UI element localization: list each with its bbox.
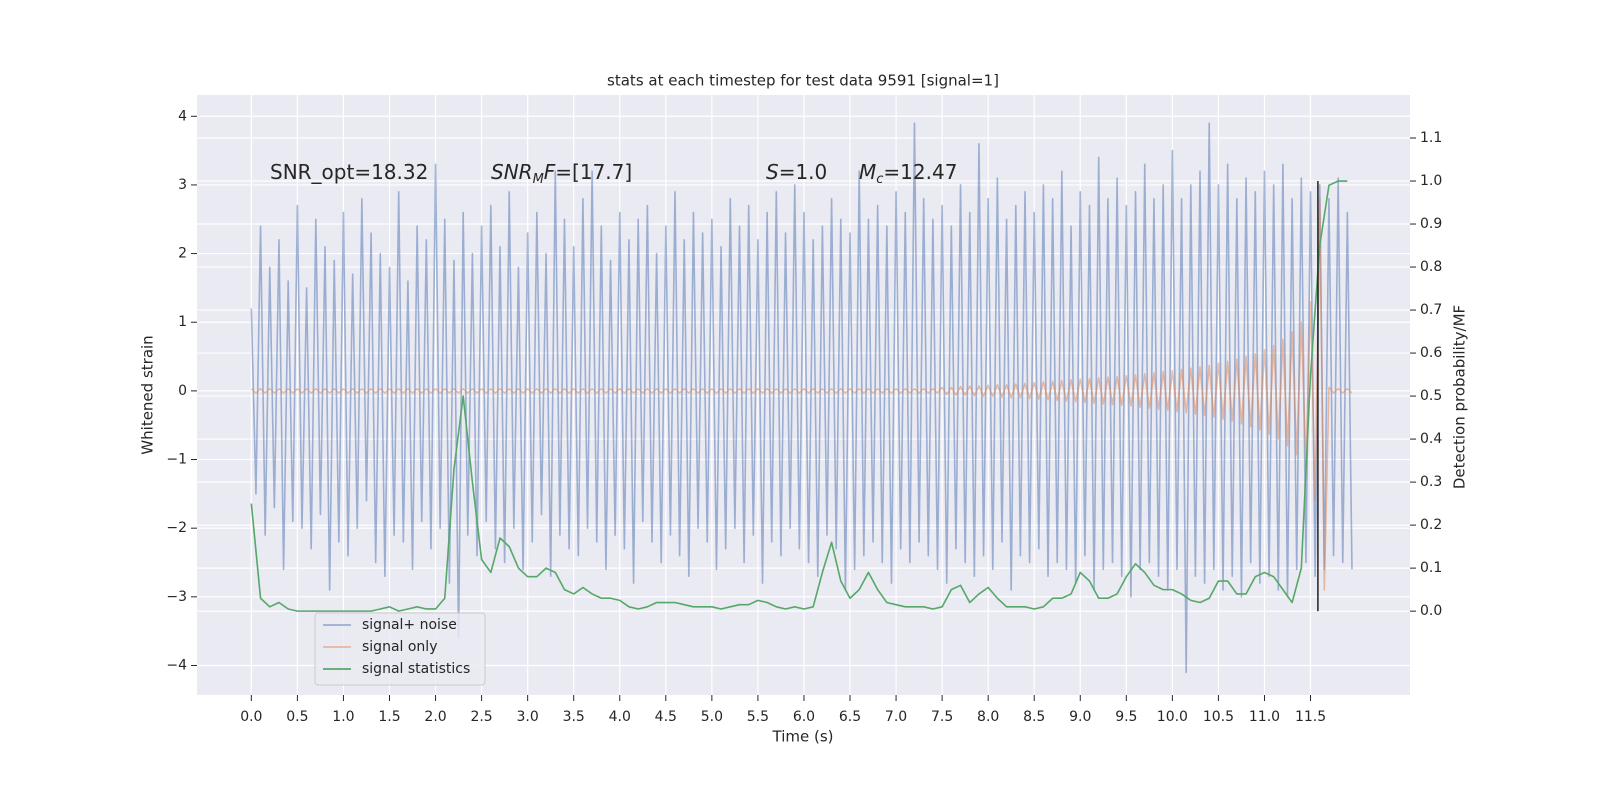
y2-tick-label: 0.5 bbox=[1420, 388, 1442, 404]
annotation-part: S bbox=[766, 160, 779, 184]
annotation-part: =1.0 bbox=[779, 160, 828, 184]
y2-tick-label: 0.6 bbox=[1420, 345, 1442, 361]
annotation: S=1.0 bbox=[766, 160, 827, 184]
annotation-part: SNR bbox=[491, 160, 533, 184]
y2-tick-label: 0.2 bbox=[1420, 517, 1442, 533]
y2-tick-label: 0.8 bbox=[1420, 259, 1442, 275]
y-axis-label: Whitened strain bbox=[139, 335, 157, 454]
series-line bbox=[250, 122, 1353, 674]
y2-tick-label: 0.1 bbox=[1420, 560, 1442, 576]
x-tick-label: 1.5 bbox=[378, 709, 400, 725]
x-tick-label: 9.0 bbox=[1069, 709, 1091, 725]
y2-tick-label: 0.9 bbox=[1420, 216, 1442, 232]
x-tick-label: 1.0 bbox=[332, 709, 354, 725]
x-tick-label: 5.5 bbox=[747, 709, 769, 725]
annotation-part: c bbox=[876, 172, 883, 187]
x-tick-label: 7.5 bbox=[931, 709, 953, 725]
y-tick-label: −4 bbox=[166, 657, 187, 673]
x-tick-label: 10.0 bbox=[1157, 709, 1188, 725]
x-axis-label: Time (s) bbox=[772, 728, 834, 746]
x-tick-label: 10.5 bbox=[1203, 709, 1234, 725]
x-tick-label: 7.0 bbox=[885, 709, 907, 725]
x-tick-label: 8.0 bbox=[977, 709, 999, 725]
x-tick-label: 2.0 bbox=[424, 709, 446, 725]
x-tick-label: 4.0 bbox=[609, 709, 631, 725]
y2-tick-label: 1.0 bbox=[1420, 173, 1442, 189]
x-tick-label: 0.5 bbox=[286, 709, 308, 725]
legend-label: signal statistics bbox=[362, 661, 470, 677]
x-tick-label: 6.5 bbox=[839, 709, 861, 725]
annotation-part: M bbox=[859, 160, 876, 184]
annotation: SNRMF=[17.7] bbox=[491, 160, 632, 187]
y-tick-label: 4 bbox=[178, 108, 187, 124]
y2-tick-label: 0.4 bbox=[1420, 431, 1442, 447]
annotations: SNR_opt=18.32 SNRMF=[17.7] S=1.0 Mc=12.47 bbox=[270, 160, 957, 187]
y2-tick-label: 0.0 bbox=[1420, 603, 1442, 619]
y-tick-label: 0 bbox=[178, 383, 187, 399]
legend: signal+ noise signal only signal statistic… bbox=[314, 612, 486, 686]
plot bbox=[250, 122, 1353, 674]
series-line bbox=[250, 180, 1348, 612]
y-tick-label: 3 bbox=[178, 177, 187, 193]
x-tick-label: 0.0 bbox=[240, 709, 262, 725]
y2-tick-label: 0.3 bbox=[1420, 474, 1442, 490]
y2-tick-label: 0.7 bbox=[1420, 302, 1442, 318]
x-tick-label: 3.5 bbox=[563, 709, 585, 725]
x-tick-label: 5.0 bbox=[701, 709, 723, 725]
legend-label: signal only bbox=[362, 639, 437, 655]
y-tick-label: −3 bbox=[166, 589, 187, 605]
x-tick-label: 11.5 bbox=[1295, 709, 1326, 725]
x-tick-label: 6.0 bbox=[793, 709, 815, 725]
annotation-part: M bbox=[533, 172, 544, 187]
annotation: Mc=12.47 bbox=[859, 160, 957, 187]
y-tick-label: 2 bbox=[178, 246, 187, 262]
x-tick-label: 9.5 bbox=[1115, 709, 1137, 725]
y-tick-label: −2 bbox=[166, 520, 187, 536]
legend-box bbox=[314, 612, 486, 686]
y-tick-label: 1 bbox=[178, 314, 187, 330]
y-tick-label: −1 bbox=[166, 452, 187, 468]
x-tick-label: 4.5 bbox=[655, 709, 677, 725]
legend-label: signal+ noise bbox=[362, 617, 457, 633]
annotation-part: F bbox=[544, 160, 556, 184]
chart-title: stats at each timestep for test data 959… bbox=[607, 72, 999, 90]
x-tick-label: 11.0 bbox=[1249, 709, 1280, 725]
y2-axis-label: Detection probability/MF bbox=[1451, 305, 1469, 489]
axes: 0.0 0.5 1.0 1.5 2.0 2.5 3.0 3.5 4.0 4.5 5.0 5.5 6.0 6… bbox=[166, 108, 1442, 725]
x-tick-label: 2.5 bbox=[470, 709, 492, 725]
series-line bbox=[250, 197, 1353, 591]
annotation-part: =12.47 bbox=[883, 160, 957, 184]
x-tick-label: 3.0 bbox=[517, 709, 539, 725]
annotation-part: =[17.7] bbox=[555, 160, 632, 184]
annotation: SNR_opt=18.32 bbox=[270, 160, 428, 184]
annotation-part: SNR_opt=18.32 bbox=[270, 160, 428, 184]
y2-tick-label: 1.1 bbox=[1420, 130, 1442, 146]
x-tick-label: 8.5 bbox=[1023, 709, 1045, 725]
